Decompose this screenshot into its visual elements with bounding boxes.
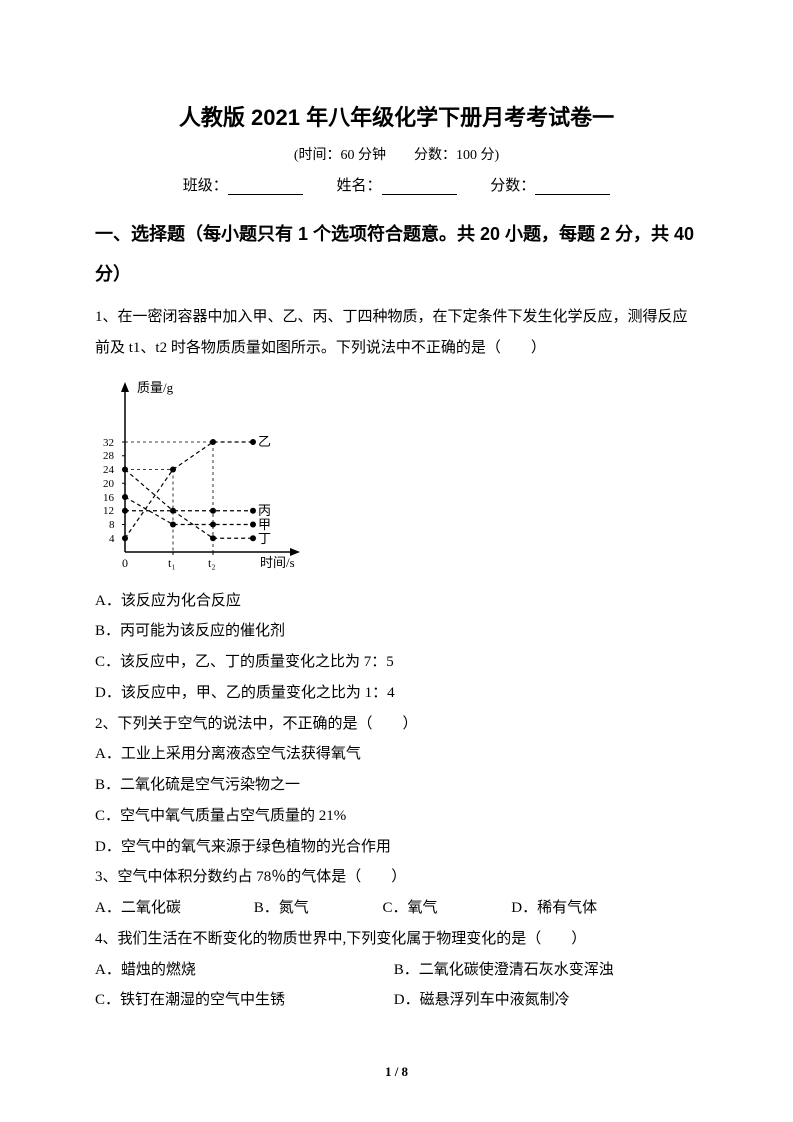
svg-text:丁: 丁	[258, 531, 271, 546]
q4-option-b: B．二氧化碳使澄清石灰水变浑浊	[394, 955, 614, 986]
x-axis-label: 时间/s	[260, 555, 295, 570]
svg-text:0: 0	[122, 556, 128, 570]
q1-option-d: D．该反应中，甲、乙的质量变化之比为 1：4	[95, 678, 698, 709]
section-1-title: 一、选择题（每小题只有 1 个选项符合题意。共 20 小题，每题 2 分，共 4…	[95, 215, 698, 294]
q3-option-b: B．氮气	[254, 893, 379, 924]
name-label: 姓名：	[336, 178, 381, 194]
svg-text:12: 12	[103, 505, 114, 517]
name-blank	[382, 179, 457, 195]
q2-option-a: A．工业上采用分离液态空气法获得氧气	[95, 739, 698, 770]
q4-option-a: A．蜡烛的燃烧	[95, 955, 390, 986]
student-info-line: 班级： 姓名： 分数：	[95, 174, 698, 195]
q1-option-a: A．该反应为化合反应	[95, 586, 698, 617]
svg-text:8: 8	[109, 519, 115, 531]
exam-subtitle: (时间：60 分钟 分数：100 分)	[95, 144, 698, 164]
svg-text:乙: 乙	[258, 434, 271, 449]
svg-text:28: 28	[103, 450, 115, 462]
exam-title: 人教版 2021 年八年级化学下册月考考试卷一	[95, 100, 698, 132]
q3-option-c: C．氧气	[383, 893, 508, 924]
q4-option-d: D．磁悬浮列车中液氮制冷	[394, 985, 570, 1016]
svg-text:32: 32	[103, 437, 114, 449]
page-number: 1 / 8	[0, 1064, 793, 1080]
class-blank	[228, 179, 303, 195]
q1-stem: 1、在一密闭容器中加入甲、乙、丙、丁四种物质，在下定条件下发生化学反应，测得反应…	[95, 302, 698, 364]
q3-option-a: A．二氧化碳	[95, 893, 250, 924]
q4-options-row1: A．蜡烛的燃烧 B．二氧化碳使澄清石灰水变浑浊	[95, 955, 698, 986]
svg-text:丙: 丙	[258, 503, 271, 518]
q2-option-b: B．二氧化硫是空气污染物之一	[95, 770, 698, 801]
y-axis-label: 质量/g	[137, 380, 174, 395]
q2-stem: 2、下列关于空气的说法中，不正确的是（ ）	[95, 709, 698, 740]
q2-option-c: C．空气中氧气质量占空气质量的 21%	[95, 801, 698, 832]
svg-text:16: 16	[103, 492, 115, 504]
svg-text:甲: 甲	[258, 517, 271, 532]
svg-text:4: 4	[109, 533, 115, 545]
q3-options: A．二氧化碳 B．氮气 C．氧气 D．稀有气体	[95, 893, 698, 924]
q1-option-c: C．该反应中，乙、丁的质量变化之比为 7：5	[95, 647, 698, 678]
class-label: 班级：	[183, 178, 228, 194]
svg-text:20: 20	[103, 478, 115, 490]
q3-option-d: D．稀有气体	[511, 893, 597, 924]
q2-option-d: D．空气中的氧气来源于绿色植物的光合作用	[95, 832, 698, 863]
score-label: 分数：	[490, 178, 535, 194]
svg-text:t₂: t₂	[208, 556, 216, 570]
q3-stem: 3、空气中体积分数约占 78％的气体是（ ）	[95, 862, 698, 893]
score-blank	[535, 179, 610, 195]
mass-time-chart: 质量/g 时间/s 32 28 24 20 16 12 8 4 0 t₁ t₂	[95, 372, 320, 577]
q4-option-c: C．铁钉在潮湿的空气中生锈	[95, 985, 390, 1016]
svg-text:24: 24	[103, 464, 115, 476]
q1-option-b: B．丙可能为该反应的催化剂	[95, 616, 698, 647]
q4-stem: 4、我们生活在不断变化的物质世界中,下列变化属于物理变化的是（ ）	[95, 924, 698, 955]
svg-text:t₁: t₁	[168, 556, 176, 570]
q4-options-row2: C．铁钉在潮湿的空气中生锈 D．磁悬浮列车中液氮制冷	[95, 985, 698, 1016]
q1-chart: 质量/g 时间/s 32 28 24 20 16 12 8 4 0 t₁ t₂	[95, 372, 698, 582]
